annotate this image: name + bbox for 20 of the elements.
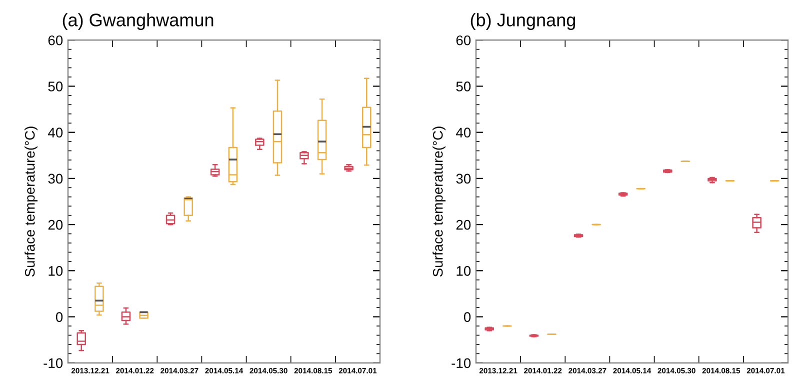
y-tick-label: 50 [48,82,63,92]
y-tick-label: -10 [44,358,63,368]
y-tick-label: -10 [452,358,471,368]
y-tick-label: 20 [456,220,471,230]
chart-title: (a) Gwanghwamun [62,13,214,30]
y-tick-label: 0 [56,312,63,322]
y-tick-label: 10 [48,266,63,276]
y-axis-title: Surface temperature(°C) [432,126,446,277]
y-tick-label: 30 [48,174,63,184]
y-tick-label: 30 [456,174,471,184]
y-tick-label: 0 [464,312,471,322]
y-tick-label: 40 [48,128,63,138]
y-tick-label: 40 [456,128,471,138]
y-tick-label: 10 [456,266,471,276]
y-tick-label: 50 [456,82,471,92]
chart-title: (b) Jungnang [470,13,575,30]
y-tick-label: 60 [48,35,63,46]
y-axis-title: Surface temperature(°C) [24,126,38,277]
y-tick-label: 60 [456,35,471,46]
y-tick-label: 20 [48,220,63,230]
